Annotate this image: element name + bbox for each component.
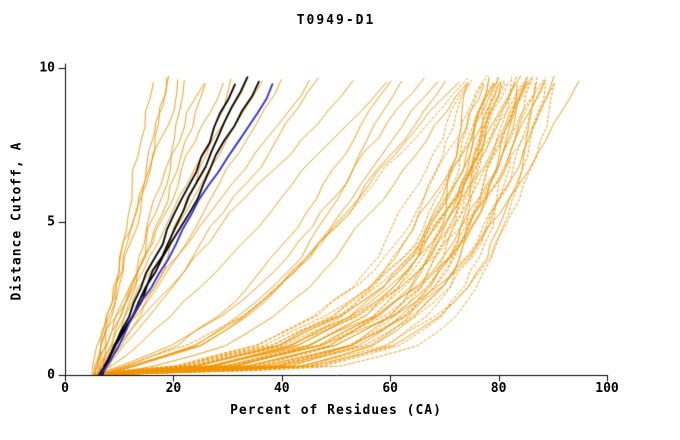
x-tick-label: 60 (382, 381, 399, 396)
y-tick-label: 10 (39, 60, 55, 76)
x-tick-label: 20 (165, 381, 182, 396)
x-axis-label: Percent of Residues (CA) (230, 403, 442, 418)
x-tick-label: 0 (61, 381, 69, 396)
x-tick-label: 40 (273, 381, 290, 396)
y-tick-label: 0 (47, 367, 55, 383)
x-tick-label: 100 (595, 381, 619, 396)
chart-title: T0949-D1 (296, 13, 376, 28)
y-tick-label: 5 (47, 214, 55, 229)
x-tick-label: 80 (490, 381, 507, 396)
y-axis-label: Distance Cutoff, A (9, 141, 25, 301)
